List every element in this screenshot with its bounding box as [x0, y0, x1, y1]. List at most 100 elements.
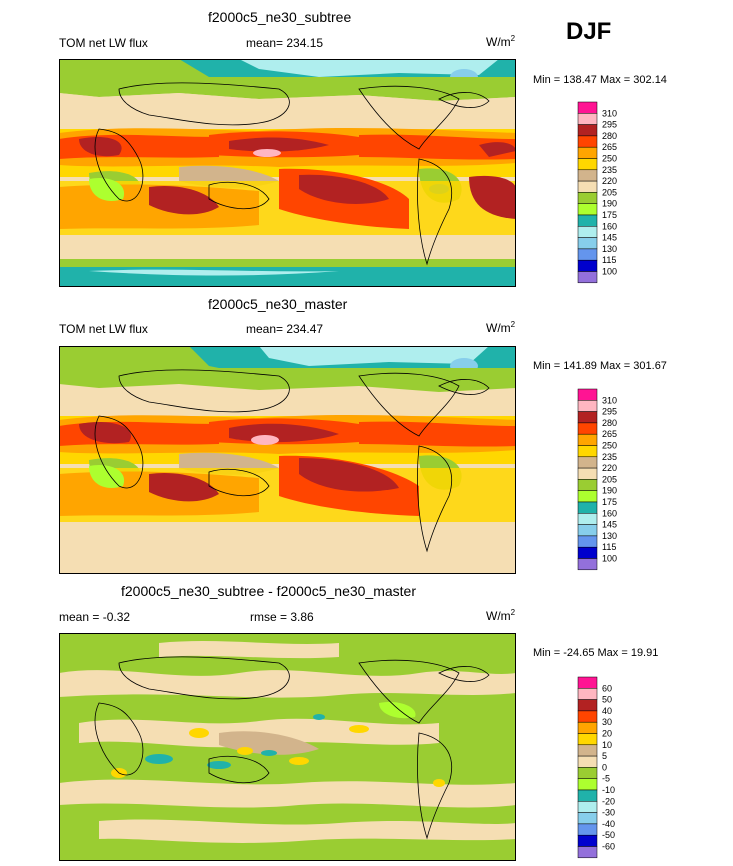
colorbar-box [577, 248, 598, 261]
panel3-coastlines [94, 656, 490, 840]
colorbar-label: -50 [602, 830, 615, 840]
colorbar-label: 160 [602, 508, 617, 518]
colorbar-label: 40 [602, 706, 612, 716]
colorbar-label: 190 [602, 199, 617, 209]
panel3-units: W/m2 [486, 608, 516, 623]
panel2-units: W/m2 [486, 320, 516, 335]
colorbar-label: 10 [602, 740, 612, 750]
panel3-mean-label: mean = -0.32 [59, 610, 131, 624]
colorbar-box [577, 124, 598, 137]
colorbar-box [577, 411, 598, 424]
colorbar-label: -40 [602, 819, 615, 829]
colorbar-label: 115 [602, 542, 616, 552]
panel1-mean-label: mean= 234.15 [246, 36, 324, 50]
colorbar-box [577, 226, 598, 238]
colorbar-label: 175 [602, 497, 617, 507]
colorbar-box [577, 710, 598, 723]
colorbar-label: 205 [602, 474, 617, 484]
colorbar-box [577, 237, 598, 250]
colorbar-label: 235 [602, 452, 617, 462]
colorbar-box [577, 767, 598, 779]
colorbar-label: 145 [602, 233, 617, 243]
colorbar-label: 250 [602, 154, 617, 164]
colorbar-label: -60 [602, 842, 615, 852]
colorbar-label: 30 [602, 717, 612, 727]
panel1-units: W/m2 [486, 34, 516, 49]
colorbar-box [577, 214, 598, 227]
colorbar-label: 130 [602, 531, 617, 541]
colorbar-box [577, 834, 598, 847]
colorbar-label: 310 [602, 108, 617, 118]
colorbar-box [577, 259, 598, 272]
colorbar-label: 280 [602, 418, 617, 428]
colorbar-box [577, 467, 598, 480]
colorbar-label: 250 [602, 441, 617, 451]
colorbar-label: 100 [602, 554, 617, 564]
panel2-variable-label: TOM net LW flux [59, 322, 148, 336]
panel2-title: f2000c5_ne30_master [208, 296, 348, 312]
colorbar-box [577, 158, 598, 171]
colorbar-box [577, 721, 598, 734]
colorbar-label: 175 [602, 210, 617, 220]
colorbar-box [577, 192, 598, 204]
colorbar-box [577, 789, 598, 802]
panel3-map [59, 633, 516, 861]
colorbar-label: 100 [602, 267, 617, 277]
panel2-minmax: Min = 141.89 Max = 301.67 [533, 360, 667, 372]
panel1-title: f2000c5_ne30_subtree [208, 9, 352, 25]
panel2-map [59, 346, 516, 574]
panel2-colorbar: 3102952802652502352202051901751601451301… [577, 388, 617, 571]
colorbar-box [577, 400, 598, 412]
colorbar-box [577, 479, 598, 491]
colorbar-box [577, 271, 598, 284]
colorbar-box [577, 433, 598, 446]
panel1-coastlines [94, 82, 490, 266]
colorbar-label: 235 [602, 165, 617, 175]
colorbar-box [577, 676, 598, 689]
colorbar-label: 5 [602, 751, 607, 761]
colorbar-box [577, 688, 598, 700]
colorbar-box [577, 823, 598, 836]
colorbar-box [577, 846, 598, 859]
panel2-coastlines [94, 369, 490, 553]
panel2-mean-label: mean= 234.47 [246, 322, 324, 336]
colorbar-box [577, 422, 598, 435]
colorbar-label: 265 [602, 429, 617, 439]
colorbar-box [577, 146, 598, 159]
colorbar-label: -5 [602, 774, 610, 784]
colorbar-label: 160 [602, 221, 617, 231]
colorbar-box [577, 699, 598, 712]
colorbar-label: 0 [602, 762, 607, 772]
colorbar-label: 295 [602, 407, 617, 417]
colorbar-box [577, 535, 598, 548]
colorbar-box [577, 778, 598, 791]
panel1-map [59, 59, 516, 287]
colorbar-box [577, 546, 598, 559]
colorbar-box [577, 733, 598, 746]
colorbar-label: 145 [602, 520, 617, 530]
colorbar-box [577, 203, 598, 216]
colorbar-label: 220 [602, 176, 617, 186]
season-label: DJF [566, 18, 612, 45]
colorbar-box [577, 801, 598, 813]
colorbar-label: -10 [602, 785, 615, 795]
colorbar-label: 220 [602, 463, 617, 473]
colorbar-box [577, 490, 598, 503]
colorbar-box [577, 524, 598, 537]
colorbar-box [577, 388, 598, 401]
colorbar-box [577, 445, 598, 458]
colorbar-box [577, 558, 598, 571]
colorbar-label: 310 [602, 395, 617, 405]
colorbar-label: 265 [602, 142, 617, 152]
colorbar-box [577, 501, 598, 514]
colorbar-box [577, 135, 598, 148]
colorbar-label: 60 [602, 683, 612, 693]
colorbar-label: 115 [602, 255, 616, 265]
colorbar-label: 50 [602, 695, 612, 705]
colorbar-label: -30 [602, 808, 615, 818]
colorbar-box [577, 755, 598, 768]
colorbar-label: 190 [602, 486, 617, 496]
panel3-rmse-label: rmse = 3.86 [250, 610, 314, 624]
colorbar-label: 20 [602, 729, 612, 739]
